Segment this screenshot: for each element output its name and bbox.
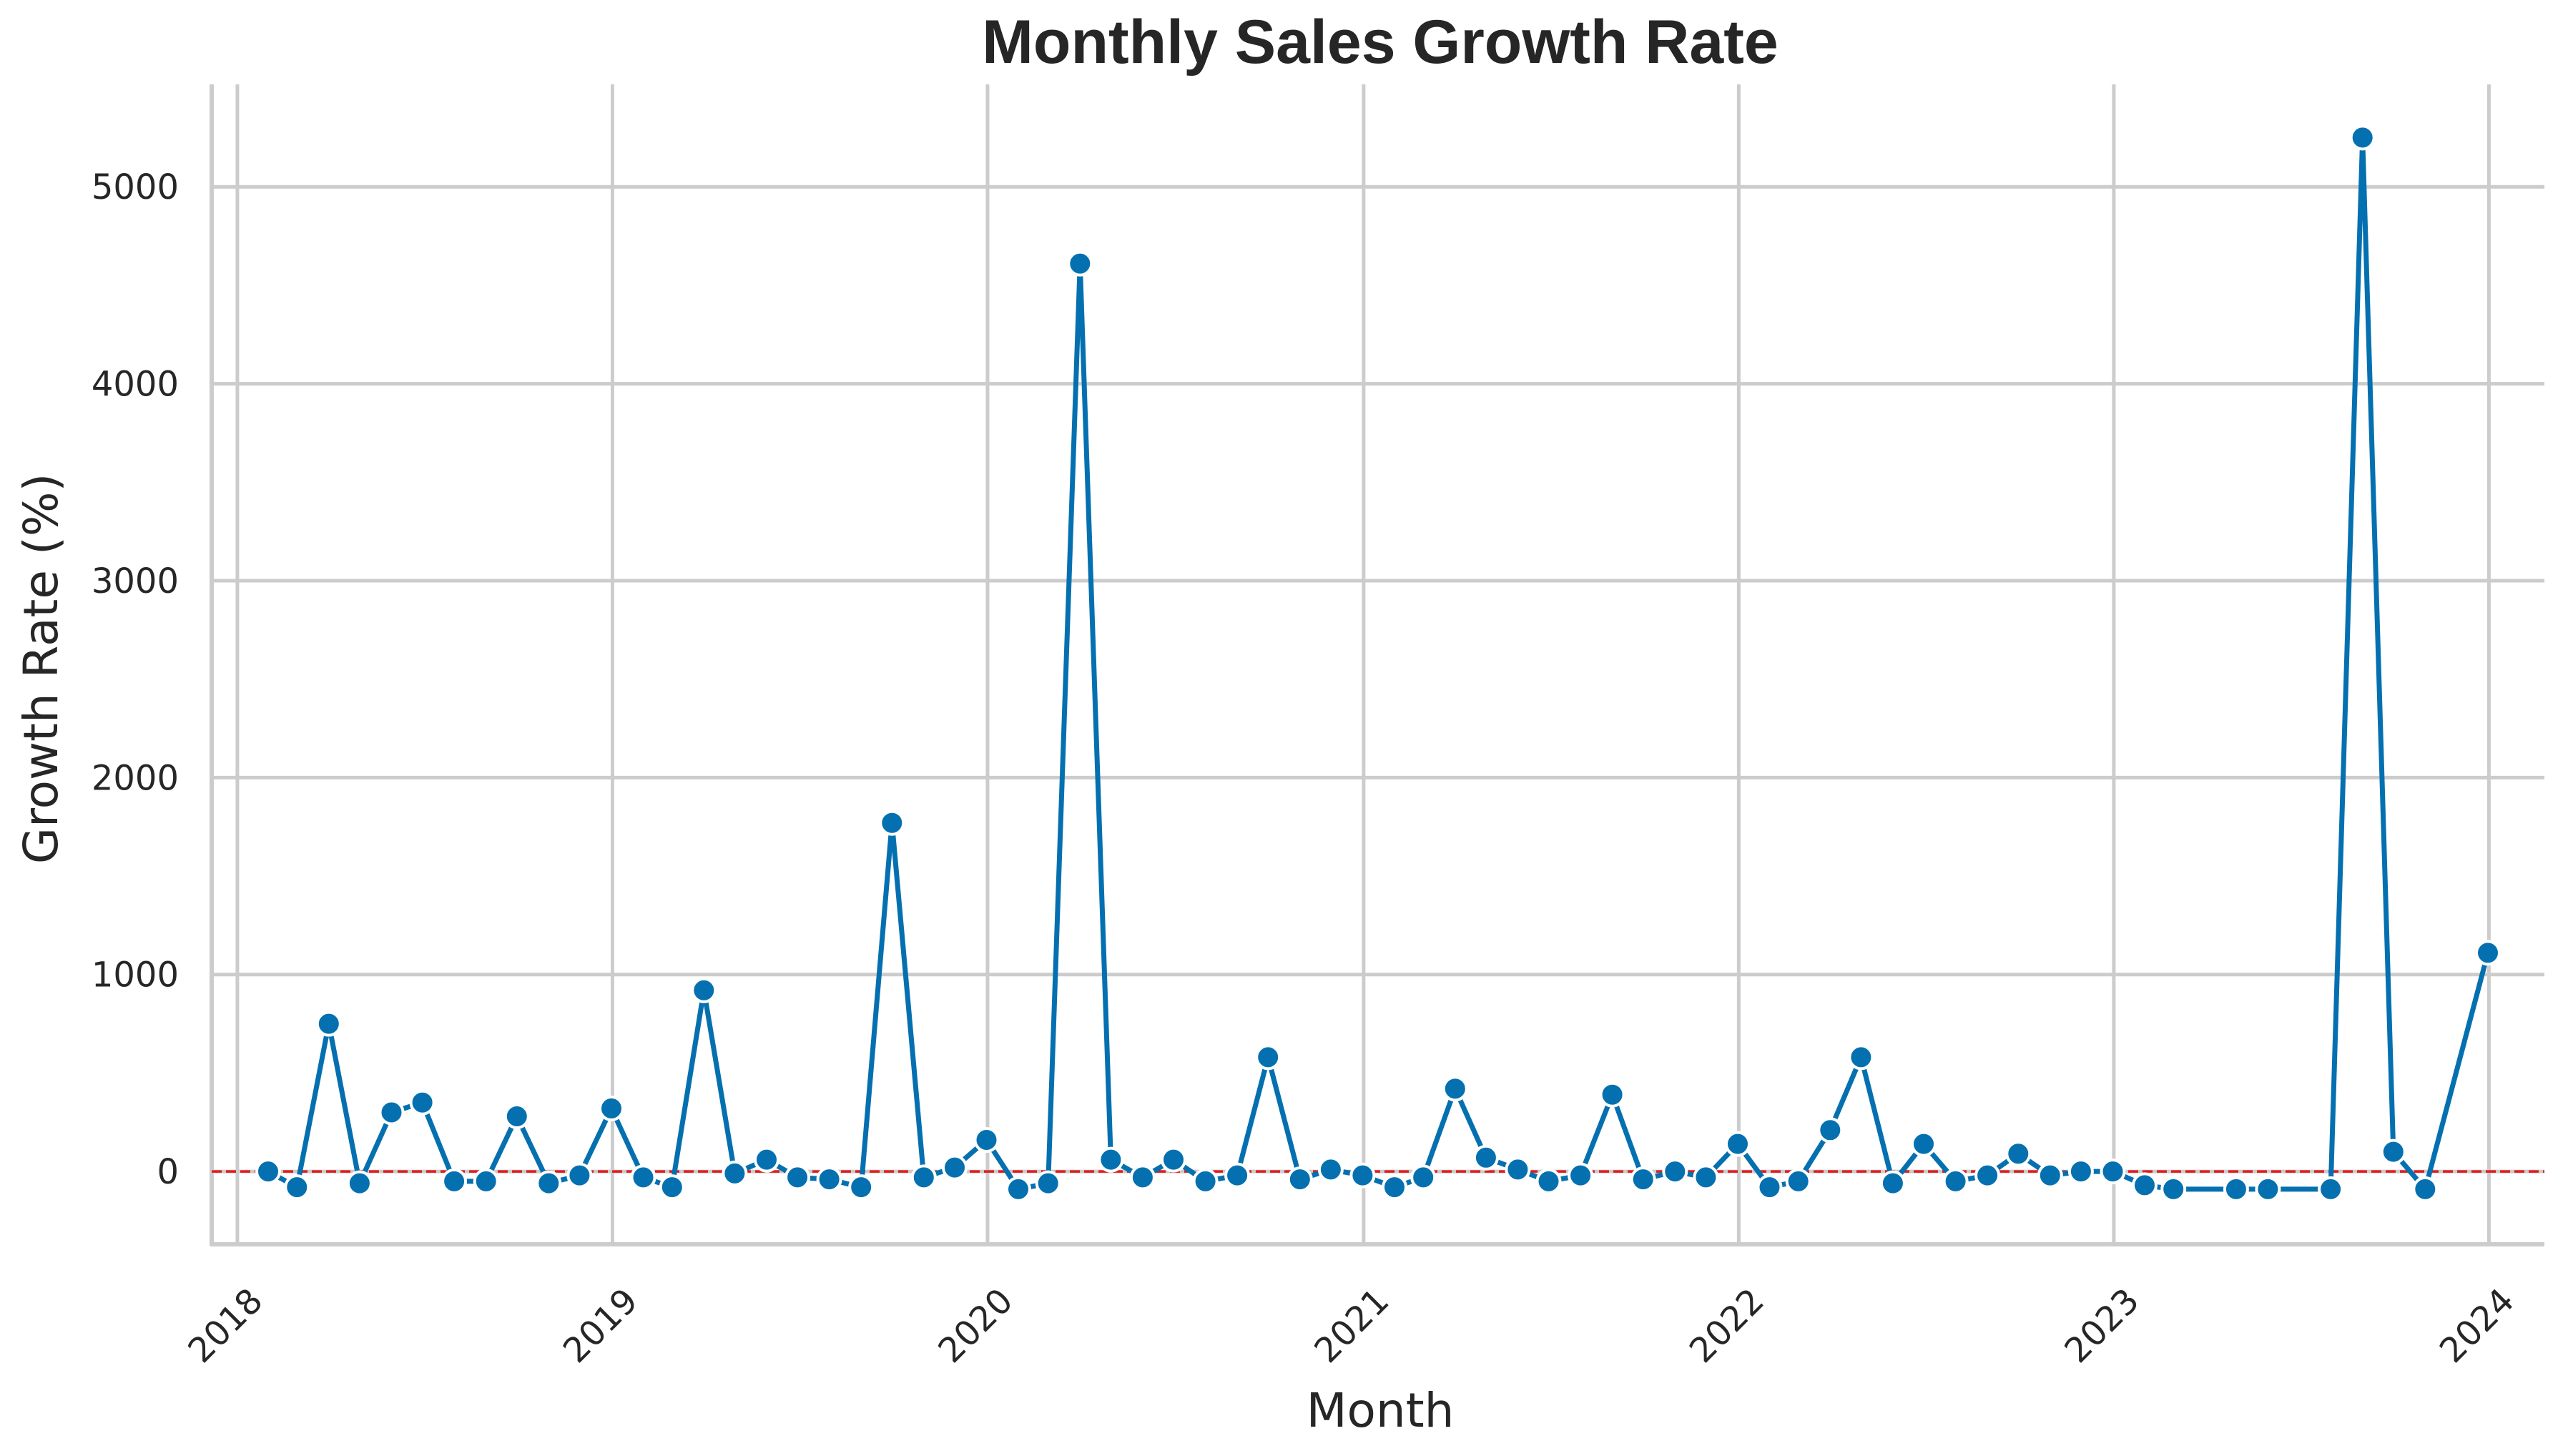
y-tick-label-2000: 2000 xyxy=(92,758,179,798)
data-point-50 xyxy=(1817,1117,1844,1143)
x-tick-label-2023: 2023 xyxy=(2057,1281,2147,1371)
data-point-53 xyxy=(1911,1131,1937,1157)
data-point-9 xyxy=(536,1170,562,1196)
data-point-67 xyxy=(2412,1176,2439,1202)
data-point-58 xyxy=(2067,1159,2094,1185)
data-point-34 xyxy=(1317,1156,1344,1183)
data-point-56 xyxy=(2005,1141,2032,1167)
data-point-43 xyxy=(1599,1081,1625,1108)
y-axis-label: Growth Rate (%) xyxy=(14,473,69,864)
data-point-2 xyxy=(315,1010,342,1037)
y-tick-labels: 0 1000 2000 3000 4000 5000 xyxy=(92,167,179,1192)
data-point-31 xyxy=(1224,1162,1251,1189)
data-point-41 xyxy=(1535,1168,1562,1194)
data-point-4 xyxy=(378,1099,405,1126)
x-tick-label-2020: 2020 xyxy=(930,1281,1020,1371)
data-points xyxy=(255,124,2501,1202)
data-point-61 xyxy=(2160,1176,2187,1202)
data-point-0 xyxy=(255,1159,281,1185)
data-point-68 xyxy=(2475,940,2501,966)
data-point-22 xyxy=(942,1154,968,1181)
data-point-66 xyxy=(2380,1138,2406,1165)
data-point-25 xyxy=(1035,1170,1061,1196)
data-point-33 xyxy=(1287,1166,1313,1193)
data-point-17 xyxy=(784,1164,811,1191)
data-point-40 xyxy=(1505,1156,1531,1183)
data-point-26 xyxy=(1067,250,1093,277)
data-point-63 xyxy=(2255,1176,2281,1202)
data-point-14 xyxy=(691,977,717,1003)
data-point-39 xyxy=(1472,1144,1499,1171)
data-point-28 xyxy=(1129,1164,1156,1191)
data-point-1 xyxy=(284,1174,310,1201)
data-point-15 xyxy=(722,1160,748,1186)
data-point-49 xyxy=(1785,1168,1811,1194)
data-point-37 xyxy=(1410,1164,1437,1191)
x-tick-label-2018: 2018 xyxy=(180,1281,270,1371)
data-point-8 xyxy=(503,1103,530,1129)
y-tick-label-0: 0 xyxy=(157,1152,179,1192)
y-tick-label-4000: 4000 xyxy=(92,365,179,405)
data-point-13 xyxy=(659,1174,685,1201)
data-point-7 xyxy=(473,1168,499,1194)
data-point-64 xyxy=(2318,1176,2344,1202)
data-point-54 xyxy=(1942,1168,1969,1194)
data-point-27 xyxy=(1098,1146,1124,1173)
y-tick-label-5000: 5000 xyxy=(92,167,179,207)
data-point-62 xyxy=(2223,1176,2249,1202)
x-tick-label-2021: 2021 xyxy=(1307,1281,1397,1371)
y-tick-label-3000: 3000 xyxy=(92,561,179,601)
data-point-3 xyxy=(346,1170,373,1196)
data-point-45 xyxy=(1662,1159,1688,1185)
data-point-38 xyxy=(1442,1076,1468,1102)
axes-spines xyxy=(210,84,2544,1246)
grid xyxy=(212,84,2544,1244)
data-point-65 xyxy=(2349,124,2376,151)
data-point-20 xyxy=(879,810,905,836)
data-point-52 xyxy=(1879,1170,1906,1196)
data-point-12 xyxy=(630,1164,656,1191)
data-point-44 xyxy=(1630,1166,1656,1193)
data-point-30 xyxy=(1192,1168,1219,1194)
y-tick-label-1000: 1000 xyxy=(92,955,179,995)
data-point-60 xyxy=(2132,1172,2158,1199)
data-point-19 xyxy=(848,1174,875,1201)
data-point-23 xyxy=(973,1127,1000,1153)
x-tick-label-2022: 2022 xyxy=(1682,1281,1772,1371)
data-point-11 xyxy=(599,1096,624,1121)
data-point-21 xyxy=(910,1164,937,1191)
data-point-32 xyxy=(1255,1044,1282,1071)
data-point-46 xyxy=(1693,1164,1719,1191)
data-point-29 xyxy=(1161,1146,1186,1173)
x-axis-label: Month xyxy=(1307,1383,1455,1438)
data-point-42 xyxy=(1568,1162,1594,1189)
series-line-group xyxy=(267,134,2491,1192)
data-point-48 xyxy=(1756,1174,1783,1201)
data-point-35 xyxy=(1349,1162,1376,1189)
data-point-6 xyxy=(441,1168,468,1194)
chart-title: Monthly Sales Growth Rate xyxy=(982,8,1778,77)
data-point-55 xyxy=(1974,1162,2001,1189)
data-point-47 xyxy=(1725,1131,1751,1157)
data-point-57 xyxy=(2037,1162,2063,1189)
data-point-51 xyxy=(1848,1044,1874,1071)
data-point-10 xyxy=(566,1162,593,1189)
x-tick-labels: 2018 2019 2020 2021 2022 2023 2024 xyxy=(180,1281,2522,1371)
data-point-5 xyxy=(409,1089,436,1116)
x-tick-label-2019: 2019 xyxy=(556,1281,646,1371)
x-tick-label-2024: 2024 xyxy=(2432,1281,2522,1371)
data-point-24 xyxy=(1005,1176,1031,1202)
data-point-59 xyxy=(2100,1159,2126,1185)
series-line xyxy=(267,134,2491,1192)
data-point-18 xyxy=(816,1166,842,1193)
data-point-16 xyxy=(754,1146,779,1173)
data-point-36 xyxy=(1382,1174,1407,1201)
